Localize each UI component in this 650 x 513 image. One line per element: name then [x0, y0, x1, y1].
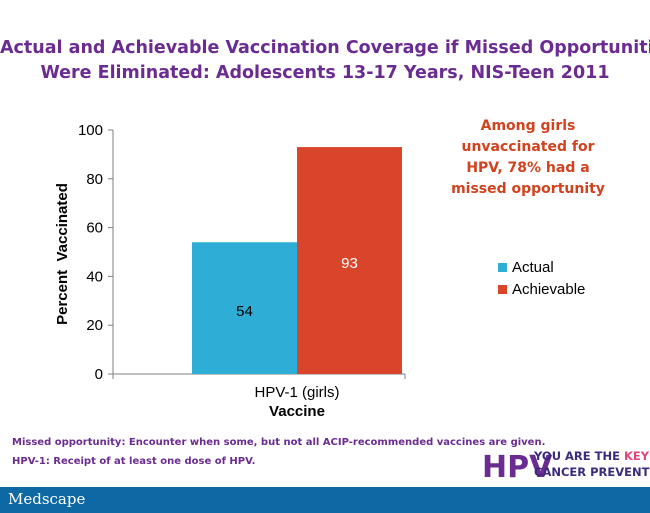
data-label-actual: 54: [236, 303, 253, 320]
legend-label-actual: Actual: [512, 258, 554, 276]
annotation-line-3: HPV, 78% had a: [466, 160, 590, 176]
data-label-achievable: 93: [341, 255, 358, 272]
legend-swatch-actual: [498, 262, 507, 272]
legend-item-actual: Actual: [498, 256, 585, 278]
chart-title-line-2: Were Eliminated: Adolescents 13-17 Years…: [40, 63, 610, 83]
y-tick-label: 20: [86, 317, 103, 334]
annotation-line-2: unvaccinated for: [461, 139, 595, 155]
hpv-logo: HPV: [482, 450, 553, 484]
annotation-line-1: Among girls: [480, 118, 576, 134]
annotation-line-4: missed opportunity: [451, 181, 605, 197]
bar-achievable: [297, 147, 402, 374]
y-tick-label: 60: [86, 220, 103, 237]
footnote-missed-opportunity: Missed opportunity: Encounter when some,…: [12, 437, 546, 448]
chart-bars: [192, 147, 402, 374]
y-tick-label: 80: [86, 171, 103, 188]
y-tick-label: 0: [95, 366, 103, 383]
hpv-logo-line-2: CANCER PREVENTION: [534, 465, 650, 479]
x-category-label: HPV-1 (girls): [254, 384, 339, 401]
bar-chart: 0 20 40 60 80 100 54 93 HPV-1 (girls) Vaccine Perc…: [54, 122, 406, 420]
medscape-logo: Medscape: [8, 490, 86, 508]
bar-actual: [192, 242, 297, 374]
hpv-logo-tagline: YOU ARE THE KEY TO CANCER PREVENTION: [534, 448, 650, 480]
footer-bar: Medscape: [0, 487, 650, 513]
legend-swatch-achievable: [498, 284, 507, 294]
y-tick-label: 40: [86, 268, 103, 285]
y-axis-title: Percent Vaccinated: [54, 183, 71, 325]
chart-labels: 0 20 40 60 80 100 54 93 HPV-1 (girls) Vaccine Perc…: [54, 122, 358, 420]
chart-title: Actual and Achievable Vaccination Covera…: [0, 36, 650, 86]
y-tick-label: 100: [78, 122, 103, 139]
legend-item-achievable: Achievable: [498, 278, 585, 300]
chart-legend: Actual Achievable: [498, 256, 585, 300]
chart-title-line-1: Actual and Achievable Vaccination Covera…: [0, 38, 650, 58]
hpv-logo-line-1: YOU ARE THE KEY TO: [534, 448, 650, 464]
x-axis-title: Vaccine: [269, 403, 325, 420]
hpv-logo-mark: HPV: [482, 450, 553, 484]
hpv-logo-line-1a: YOU ARE THE: [534, 449, 624, 463]
hpv-logo-line-1b: KEY: [623, 449, 650, 463]
footnote-hpv-1: HPV-1: Receipt of at least one dose of H…: [12, 456, 256, 467]
chart-annotation: Among girls unvaccinated for HPV, 78% ha…: [428, 116, 628, 200]
legend-label-achievable: Achievable: [512, 280, 586, 298]
